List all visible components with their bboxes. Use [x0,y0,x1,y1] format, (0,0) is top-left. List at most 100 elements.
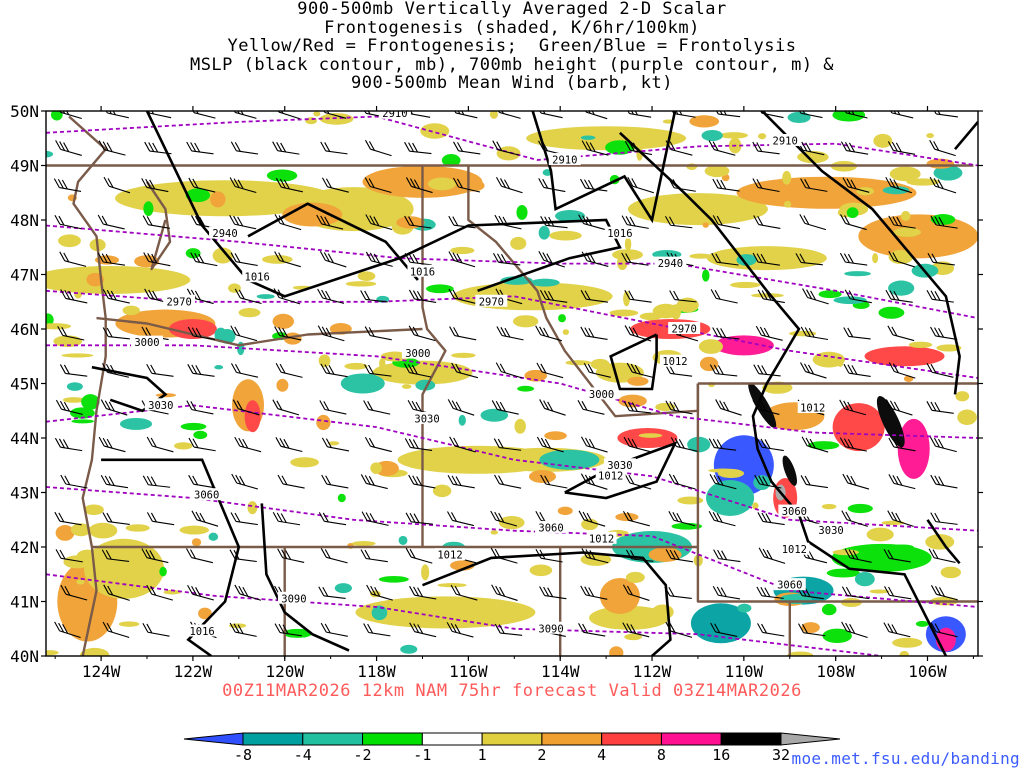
barb-flag [322,586,329,597]
shading-speck [872,252,879,264]
barb-flag [892,216,899,226]
barb-flag [408,325,415,336]
pressure-contour-label: 1012 [589,533,614,545]
barb-flag [540,216,547,226]
barb-flag [723,401,730,412]
wind-barb [320,141,348,155]
barb-flag [191,215,197,225]
wind-barb [188,437,216,452]
barb-flag [809,438,816,449]
barb-flag [58,512,65,523]
wind-barb [753,215,781,230]
barb-flag [199,512,206,523]
colorbar-label: -4 [294,746,312,764]
barb-flag [490,547,497,558]
barb-flag [319,250,326,261]
wind-barb [497,111,521,119]
shading-speck [670,304,682,320]
barb-flag [281,475,288,485]
barb-flag [59,400,66,411]
wind-barb [408,289,437,304]
barb-flag [59,251,66,262]
pressure-contour-label: 1016 [245,272,270,284]
barb-flag [234,253,241,263]
shading-speck [450,246,475,255]
height-label-bg [190,488,223,501]
shading-speck [826,568,861,578]
wind-barb [361,511,389,526]
barb-flag [713,474,720,485]
barb-flag [408,142,415,152]
barb-flag [451,362,458,373]
wind-barb [490,510,518,527]
barb-flag [622,584,629,595]
barb-flag [364,326,371,336]
wind-barb [624,325,652,342]
barb-flag [934,512,941,523]
barb-flag [108,476,115,486]
barb-flag [808,550,815,560]
barb-flag [893,179,900,189]
lat-label: 48N [10,211,39,230]
shading-speck [198,607,212,620]
barb-flag [147,252,154,263]
barb-flag [191,364,198,375]
barb-flag [106,142,113,152]
barb-flag [150,364,157,375]
barb-flag [496,253,503,264]
barb-flag [53,178,60,188]
barb-flag [937,438,944,449]
barb-flag [764,439,771,449]
barb-flag [195,365,202,375]
wind-barb [448,251,476,268]
barb-flag [491,400,498,410]
shading-speck [555,209,586,223]
wind-barb [753,364,781,377]
wind-barb [665,549,693,563]
barb-flag [758,475,765,485]
barb-flag [930,622,937,632]
barb-flag [150,437,157,448]
barb-flag [363,400,370,410]
barb-flag [497,438,504,449]
wind-barb [229,622,257,637]
barb-flag [752,141,759,152]
barb-flag [320,548,327,558]
barb-flag [800,178,807,188]
barb-flag [452,216,459,226]
barb-flag [323,401,330,411]
wind-barb [800,362,827,379]
barb-flag [889,178,896,188]
barb-flag [843,400,850,411]
wind-barb [888,215,916,229]
barb-flag [668,587,675,597]
barb-flag [229,214,236,225]
barb-flag [230,141,237,152]
wind-barb [54,511,82,526]
barb-flag [544,216,551,226]
barb-flag [447,474,454,485]
shading-speck [833,296,867,305]
shading-speck [908,341,933,348]
shading-speck [316,414,331,431]
barb-flag [63,401,70,412]
barb-flag [495,585,502,596]
wind-barb [887,141,916,155]
shading-speck [516,205,528,220]
barb-flag [578,510,585,521]
barb-flag [100,475,107,485]
wind-barb [102,621,130,638]
barb-flag [885,399,892,409]
barb-flag [409,585,416,596]
shading-speck [926,133,934,139]
barb-flag [325,327,332,338]
barb-flag [763,327,770,338]
wind-barb [364,364,392,377]
wind-barb [664,586,692,599]
lat-label: 42N [10,538,39,557]
columbia-river [96,316,423,347]
wind-barb [930,512,958,525]
wind-barb [234,584,262,601]
barb-flag [804,587,811,597]
height-contour-label: 2940 [658,258,683,270]
